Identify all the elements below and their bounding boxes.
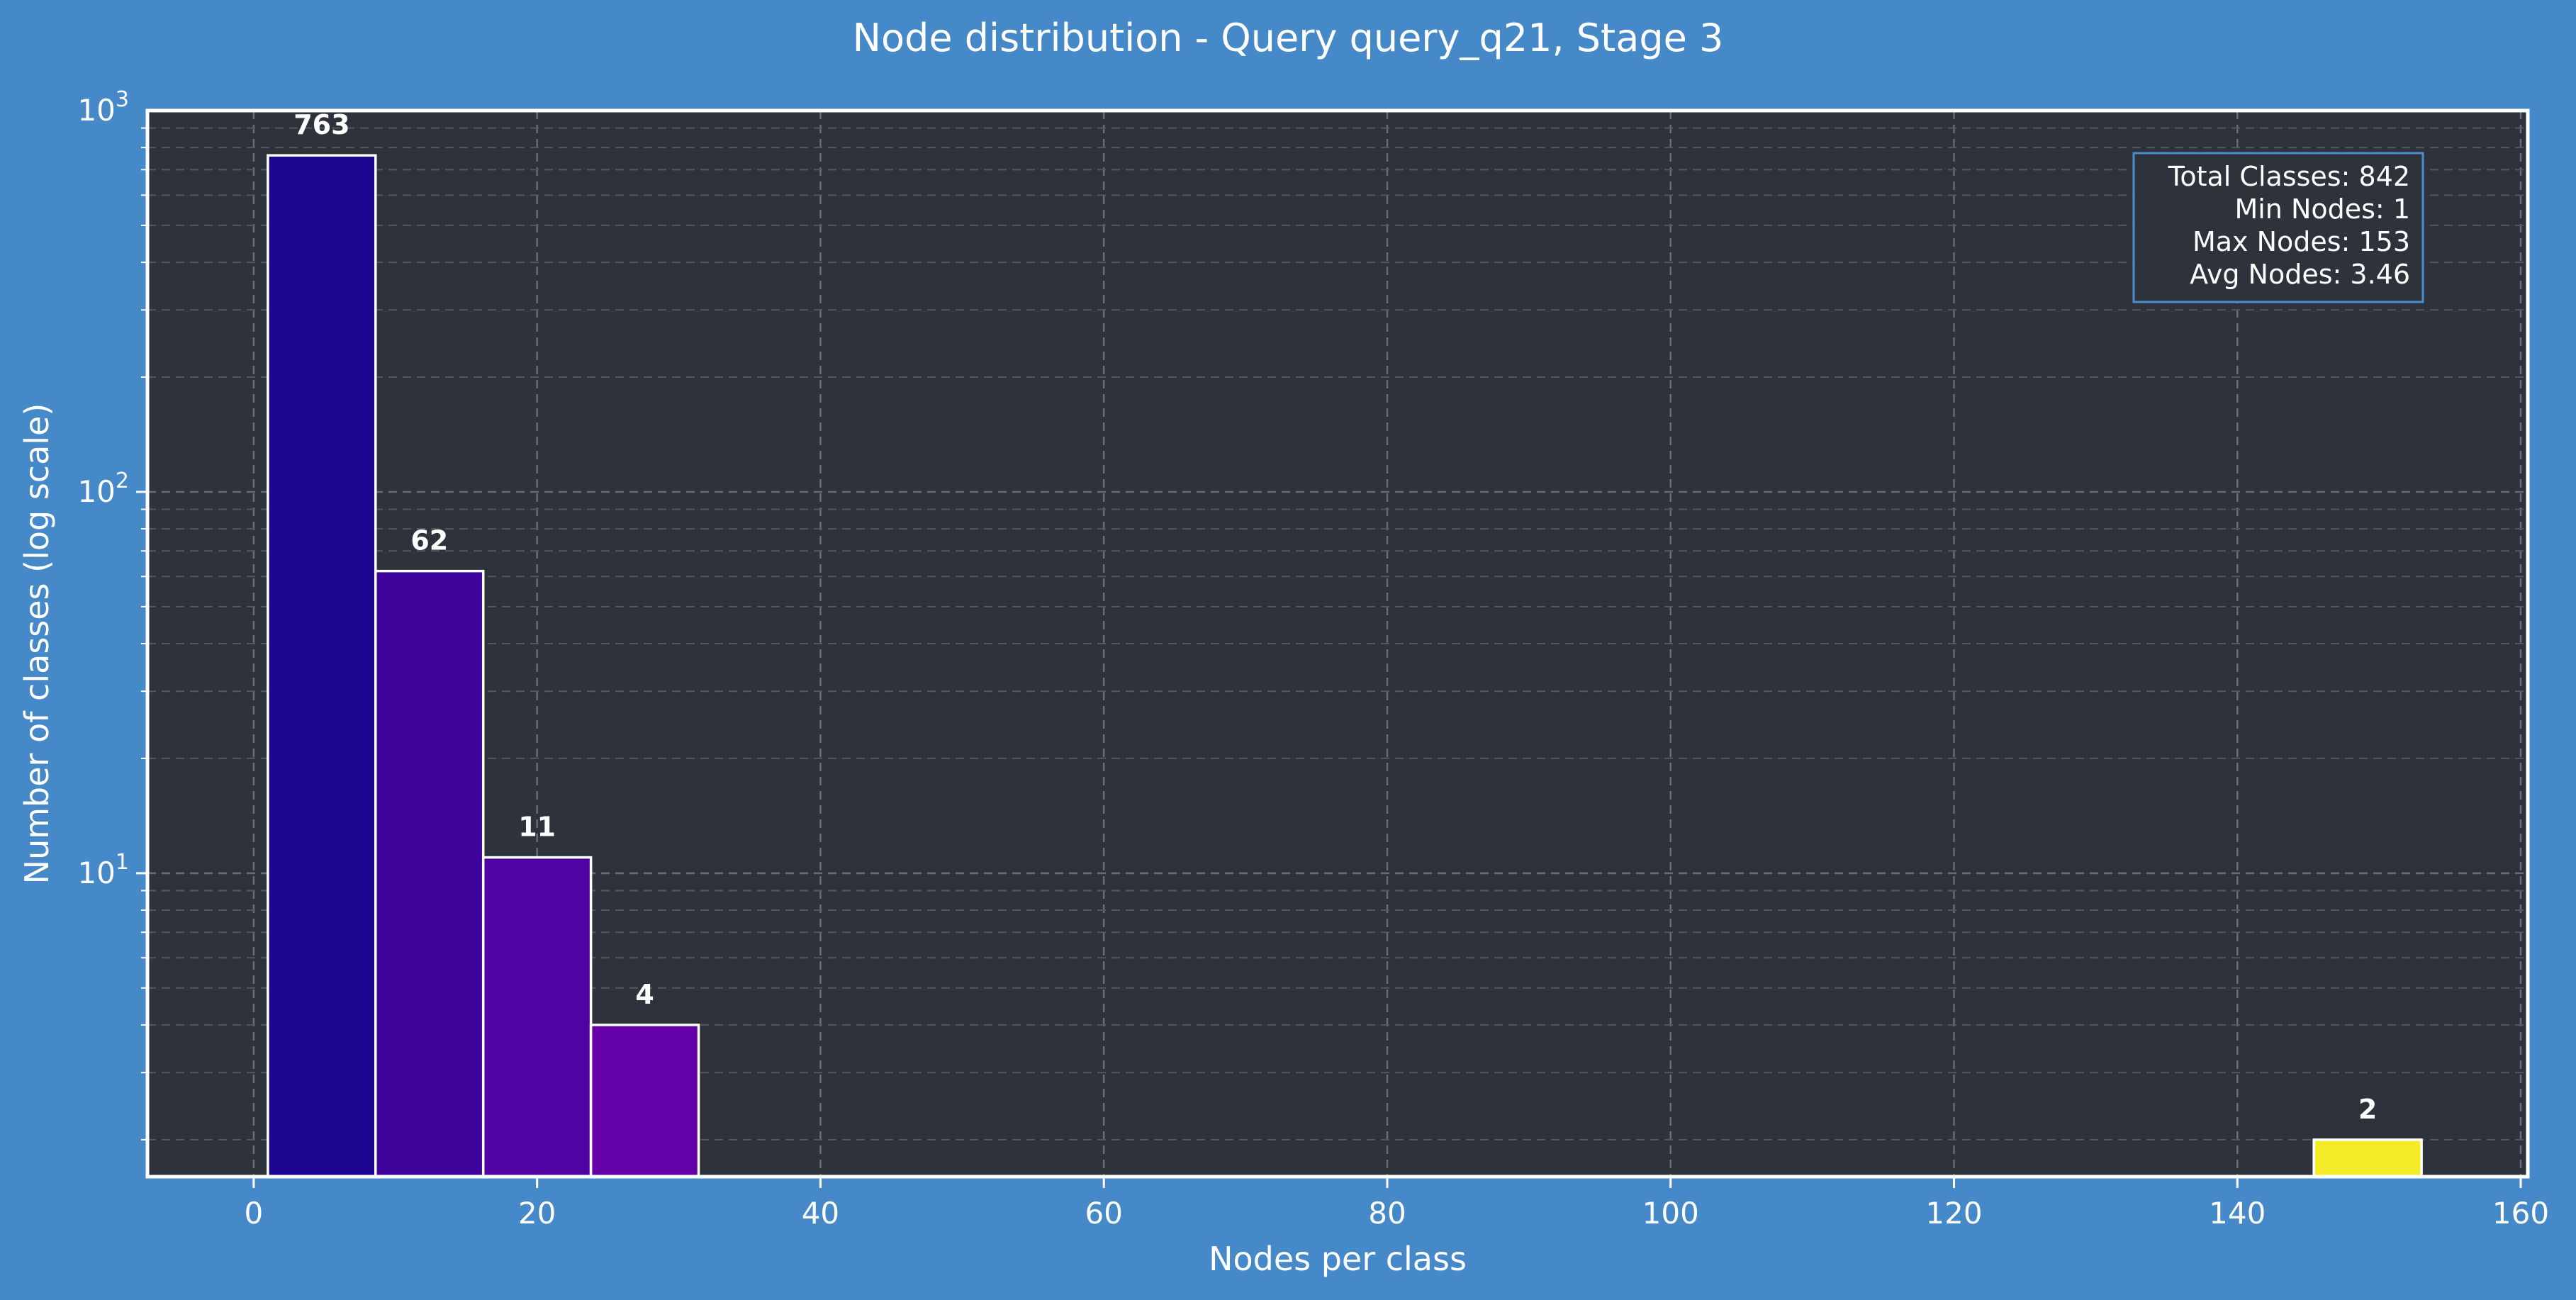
x-tick-label-100: 100 — [1642, 1196, 1699, 1231]
data-labels: 763 62 11 4 2 — [293, 109, 2377, 1125]
x-tick-label-40: 40 — [802, 1196, 839, 1231]
y-tick-label-10: 101 — [77, 850, 129, 890]
x-tick-label-160: 160 — [2492, 1196, 2549, 1231]
stats-box: Total Classes: 842 Min Nodes: 1 Max Node… — [2132, 152, 2424, 303]
y-axis-ticks: 101 102 103 — [77, 87, 147, 1141]
x-tick-label-60: 60 — [1085, 1196, 1122, 1231]
stats-max-nodes: Max Nodes: 153 — [2193, 226, 2410, 257]
stats-box-frame — [2132, 152, 2424, 303]
bar-label-4: 4 — [635, 979, 654, 1010]
bar-label-763: 763 — [293, 109, 349, 140]
y-tick-label-100: 102 — [77, 469, 129, 509]
x-tick-label-0: 0 — [245, 1196, 264, 1231]
x-axis-label: Nodes per class — [1209, 1240, 1467, 1278]
stats-avg-nodes: Avg Nodes: 3.46 — [2190, 259, 2410, 290]
bar-label-62: 62 — [410, 525, 448, 556]
bar-62 — [374, 569, 485, 1178]
bar-763 — [267, 154, 377, 1178]
bar-label-2: 2 — [2358, 1094, 2377, 1125]
x-tick-label-20: 20 — [518, 1196, 556, 1231]
bar-4 — [589, 1024, 700, 1178]
x-tick-label-120: 120 — [1925, 1196, 1982, 1231]
stats-min-nodes: Min Nodes: 1 — [2234, 194, 2410, 225]
y-axis-label: Number of classes (log scale) — [18, 403, 56, 885]
x-axis-ticks: 0 20 40 60 80 100 120 140 160 — [245, 1177, 2549, 1231]
bar-label-11: 11 — [518, 812, 556, 843]
y-tick-label-1000: 103 — [77, 87, 129, 128]
bars — [267, 154, 2423, 1178]
bar-11 — [481, 856, 593, 1178]
x-tick-label-140: 140 — [2209, 1196, 2266, 1231]
stats-total-classes: Total Classes: 842 — [2168, 161, 2410, 192]
chart-title: Node distribution - Query query_q21, Sta… — [853, 16, 1724, 60]
bar-2 — [2312, 1138, 2423, 1178]
x-tick-label-80: 80 — [1368, 1196, 1406, 1231]
